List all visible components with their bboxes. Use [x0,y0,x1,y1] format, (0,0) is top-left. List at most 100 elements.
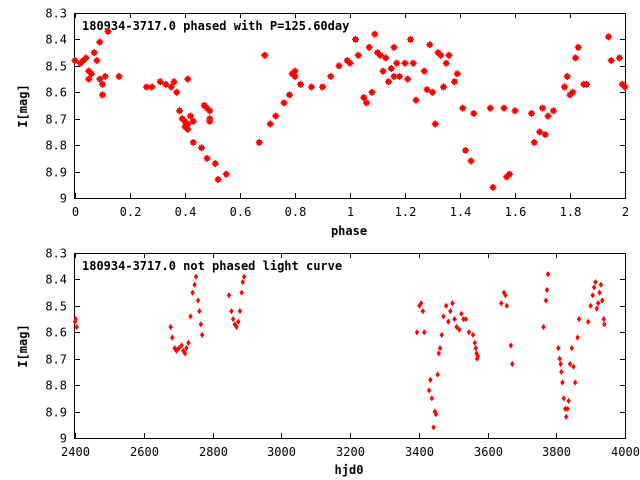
data-point [591,284,597,291]
data-point [211,160,219,168]
y-tick-label: 8.7 [45,113,67,127]
data-point [230,315,236,323]
data-point [445,51,453,59]
data-point [88,70,95,78]
data-point [173,88,181,96]
data-point [541,131,549,139]
data-point [82,54,90,62]
data-point [598,281,604,288]
data-point [602,321,607,328]
data-point [404,75,412,83]
data-point [621,83,629,91]
data-point [450,300,455,307]
data-point [96,75,104,83]
data-point [475,352,481,360]
data-point [459,104,467,112]
x-tick-label: 4000 [611,445,640,459]
data-point [440,83,447,91]
data-point [564,413,569,420]
data-point [559,368,564,376]
data-point [562,405,568,413]
data-point [574,43,582,51]
data-point [187,112,194,120]
data-point [387,65,395,72]
data-point [567,360,573,368]
phased-light-curve-panel: 180934-3717.0 phased with P=125.60day ph… [16,7,629,239]
data-point [365,43,373,51]
x-tick-label: 2400 [61,445,90,459]
data-point [462,146,469,154]
data-point [423,86,431,94]
data-point [379,67,387,75]
data-point [575,334,580,341]
data-point [280,99,288,107]
data-point [239,289,244,296]
x-tick-label: 0 [72,205,79,219]
data-point [466,329,472,336]
data-point [545,271,551,278]
y-tick-label: 8.4 [45,33,67,47]
data-point [565,405,570,413]
data-point [444,302,449,309]
data-point [448,308,453,315]
data-point [605,33,612,41]
data-point [170,334,175,341]
data-point [431,120,439,128]
data-point [286,91,293,99]
data-point [393,59,401,67]
data-point [93,57,101,65]
x-tick-label: 0.8 [285,205,307,219]
data-point [193,273,199,280]
data-point [453,70,461,78]
data-point [261,51,269,59]
data-point [206,117,214,125]
data-point [544,286,550,294]
data-point [182,350,188,357]
data-point [586,318,591,325]
data-point [189,117,197,125]
data-point [506,170,513,178]
y-tick-label: 8.6 [45,326,67,340]
data-point [569,88,577,96]
data-point [510,360,515,368]
data-point [401,59,409,67]
data-point [426,41,434,49]
data-point [583,80,590,88]
unphased-light-curve-panel: 180934-3717.0 not phased light curve hjd… [16,247,640,478]
y-tick-label: 8.6 [45,86,67,100]
data-point [557,355,562,362]
data-point [428,376,433,383]
y-axis-label: I[mag] [16,84,30,127]
data-point [566,397,571,405]
data-point [170,78,178,86]
data-point [376,51,384,59]
data-point [572,379,578,386]
x-tick-label: 0.4 [175,205,197,219]
data-point [600,297,605,304]
y-tick-label: 8.9 [45,406,67,420]
data-point [556,345,561,352]
data-point [563,72,571,80]
data-point [195,297,201,304]
data-point [73,315,78,323]
data-point [184,125,192,133]
data-point [504,302,509,309]
data-point [459,310,464,317]
data-point [539,104,546,112]
data-point [229,308,234,315]
data-point [390,43,398,51]
x-axis-label: phase [331,224,367,238]
x-tick-label: 3400 [405,445,434,459]
data-point [396,72,403,80]
data-point [437,51,445,59]
data-point [422,329,427,336]
data-point [234,323,239,331]
data-point [412,96,420,104]
data-point [594,305,600,312]
data-point [179,342,184,349]
data-point [346,59,354,67]
data-point [90,49,98,57]
data-point [162,80,170,88]
data-point [452,315,457,323]
data-point [470,331,476,339]
